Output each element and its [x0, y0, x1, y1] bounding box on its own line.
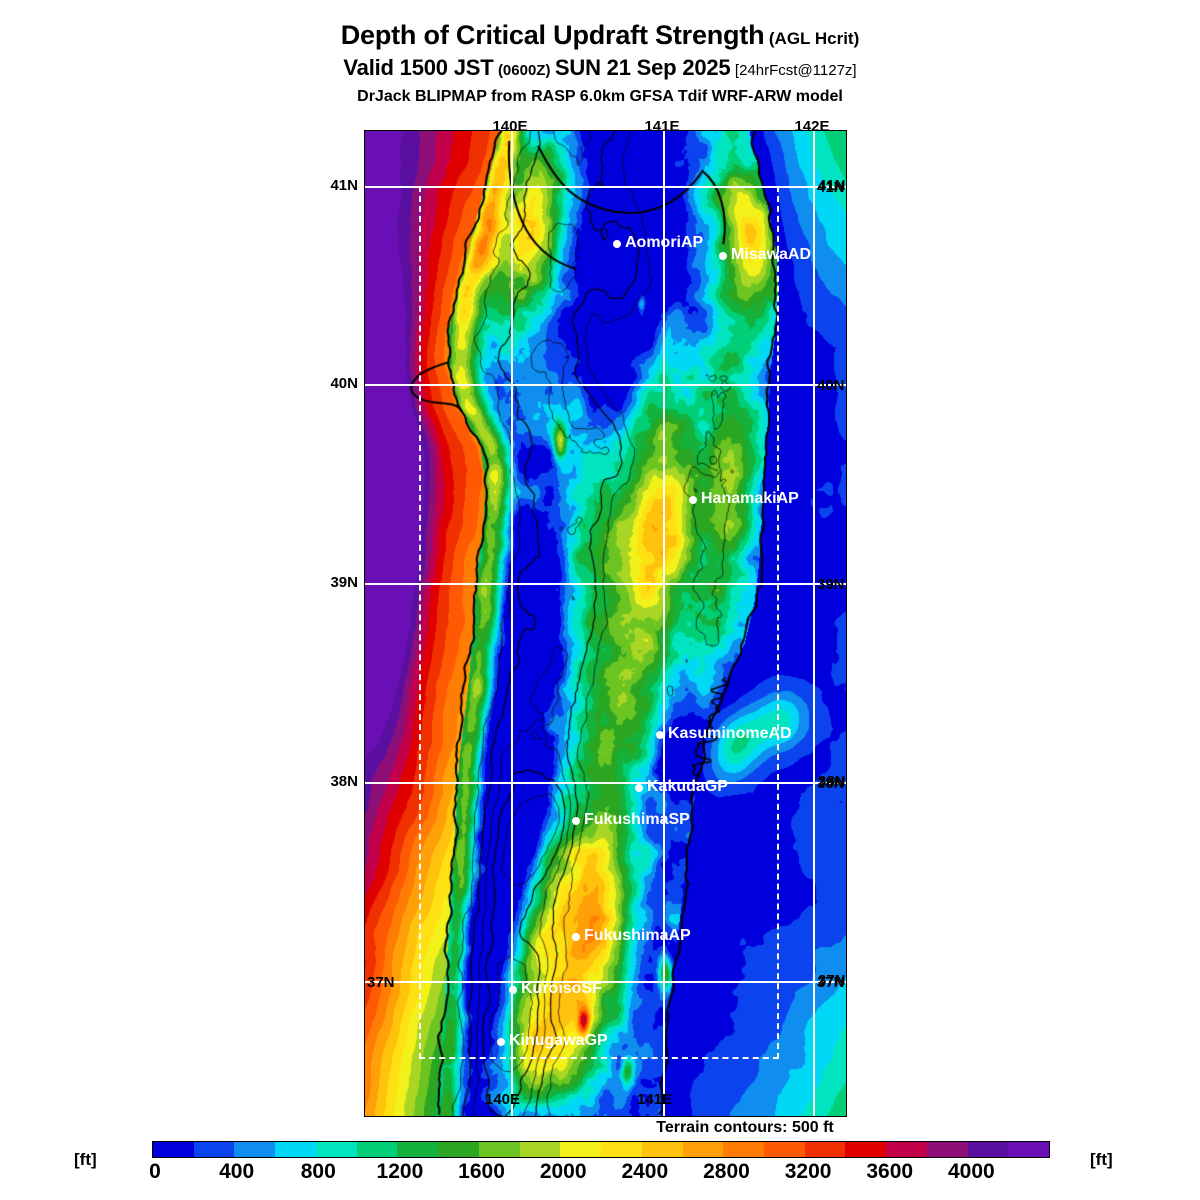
station-label: KuroisoSF	[521, 980, 602, 997]
colorbar-swatch-1400	[438, 1142, 479, 1157]
gridline-lat-40n	[365, 384, 846, 386]
colorbar-tick-2800: 2800	[703, 1160, 750, 1183]
colorbar-swatch-2800	[723, 1142, 765, 1157]
station-label: AomoriAP	[625, 234, 704, 251]
colorbar-tick-4000: 4000	[948, 1160, 995, 1183]
colorbar-swatch-800	[315, 1142, 357, 1157]
colorbar-tick-800: 800	[300, 1160, 336, 1183]
colorbar-tick-3200: 3200	[784, 1160, 832, 1183]
station-label: MisawaAD	[731, 246, 812, 263]
valid-time-utc: (0600Z)	[497, 62, 551, 79]
colorbar-unit-left: [ft]	[74, 1150, 97, 1169]
gridline-lat-37n	[365, 981, 846, 983]
colorbar-unit-right: [ft]	[1090, 1150, 1113, 1169]
gridline-lon-142e	[813, 131, 815, 1116]
lat-label-39n: 39N	[330, 574, 358, 591]
valid-time-local: Valid 1500 JST	[343, 55, 494, 80]
colorbar-swatch-1800	[519, 1142, 561, 1157]
lat-label-in-39n: 39N	[817, 576, 845, 593]
station-marker-dot	[572, 933, 580, 941]
gridline-lat-39n	[365, 583, 846, 585]
forecast-run-info: [24hrFcst@1127z]	[734, 62, 857, 79]
colorbar-swatch-4000	[967, 1142, 1009, 1157]
colorbar-swatch-0	[153, 1142, 194, 1157]
lat-label-in-40n: 40N	[817, 377, 845, 394]
colorbar-swatch-3800	[926, 1142, 968, 1157]
model-description: DrJack BLIPMAP from RASP 6.0km GFSA Tdif…	[357, 88, 843, 105]
colorbar-tick-1200: 1200	[376, 1160, 424, 1183]
station-marker-dot	[719, 252, 727, 260]
lat-label-right-37n: 37N	[818, 972, 846, 989]
station-marker-dot	[497, 1038, 505, 1046]
colorbar-swatch-200	[193, 1142, 235, 1157]
colorbar-tick-1600: 1600	[458, 1160, 505, 1183]
lat-label-right-41n: 41N	[818, 177, 846, 194]
station-marker-dot	[509, 986, 517, 994]
colorbar-swatch-4200	[1008, 1142, 1050, 1157]
lat-label-in-37n: 37N	[817, 974, 845, 991]
station-label: KasuminomeAD	[668, 725, 792, 742]
colorbar-swatch-3600	[886, 1142, 927, 1157]
page-title: Depth of Critical Updraft Strength	[340, 20, 765, 50]
station-label: HanamakiAP	[701, 490, 799, 507]
colorbar-tick-0: 0	[149, 1160, 161, 1183]
colorbar-swatch-3400	[845, 1142, 887, 1157]
lat-label-right-38n: 38N	[818, 773, 846, 790]
colorbar-swatch-2000	[560, 1142, 602, 1157]
colorbar-swatch-1000	[356, 1142, 398, 1157]
colorbar-tick-2000: 2000	[539, 1160, 587, 1183]
title-line: Depth of Critical Updraft Strength (AGL …	[0, 22, 1200, 49]
colorbar-swatch-2600	[682, 1142, 724, 1157]
lat-label-inleft-37n: 37N	[367, 974, 395, 991]
station-label: KakudaGP	[647, 778, 728, 795]
station-label: KinugawaGP	[509, 1032, 608, 1049]
colorbar-tick-2400: 2400	[621, 1160, 669, 1183]
weather-map[interactable]: 41N 40N 39N 38N 37N 37N 140E 141E Aomori…	[364, 130, 847, 1117]
station-marker-dot	[689, 496, 697, 504]
colorbar-tick-3600: 3600	[866, 1160, 914, 1183]
subdomain-boundary	[419, 186, 779, 1059]
lon-label-140e: 140E	[492, 118, 528, 135]
station-marker-dot	[572, 817, 580, 825]
colorbar-tick-400: 400	[219, 1160, 255, 1183]
station-marker-dot	[656, 731, 664, 739]
lon-label-141e: 141E	[644, 118, 680, 135]
lat-label-in-41n: 41N	[817, 179, 845, 196]
colorbar-swatch-1200	[397, 1142, 439, 1157]
colorbar-swatch-3000	[764, 1142, 805, 1157]
station-marker-dot	[613, 240, 621, 248]
map-raster	[365, 131, 846, 1116]
lat-label-in-38n: 38N	[817, 775, 845, 792]
colorbar-swatch-1600	[478, 1142, 520, 1157]
colorbar-swatch-2200	[601, 1142, 642, 1157]
valid-date: SUN 21 Sep 2025	[554, 55, 731, 80]
colorbar-tick-labels: 0 400 800 1200 1600 2000 2400 2800 3200 3600 4000	[149, 1160, 1050, 1188]
gridline-lon-140e	[511, 131, 513, 1116]
station-label: FukushimaSP	[584, 811, 690, 828]
station-marker-dot	[635, 784, 643, 792]
gridline-lon-141e	[663, 131, 665, 1116]
lon-label-142e: 142E	[794, 118, 830, 135]
station-label: FukushimaAP	[584, 927, 691, 944]
lat-label-41n: 41N	[330, 177, 358, 194]
gridline-lat-38n	[365, 782, 846, 784]
terrain-contour-note: Terrain contours: 500 ft	[656, 1119, 834, 1136]
lon-label-in-140e: 140E	[485, 1091, 521, 1108]
lon-label-in-141e: 141E	[637, 1091, 673, 1108]
page-header: Depth of Critical Updraft Strength (AGL …	[0, 0, 1200, 106]
title-qualifier: (AGL Hcrit)	[768, 29, 860, 48]
colorbar-swatch-600	[275, 1142, 316, 1157]
lat-label-38n: 38N	[330, 773, 358, 790]
valid-time-line: Valid 1500 JST (0600Z) SUN 21 Sep 2025 […	[0, 57, 1200, 79]
lat-label-40n: 40N	[330, 375, 358, 392]
colorbar-swatch-2400	[641, 1142, 683, 1157]
colorbar[interactable]	[152, 1141, 1050, 1158]
colorbar-swatch-400	[234, 1142, 276, 1157]
colorbar-swatch-3200	[804, 1142, 846, 1157]
